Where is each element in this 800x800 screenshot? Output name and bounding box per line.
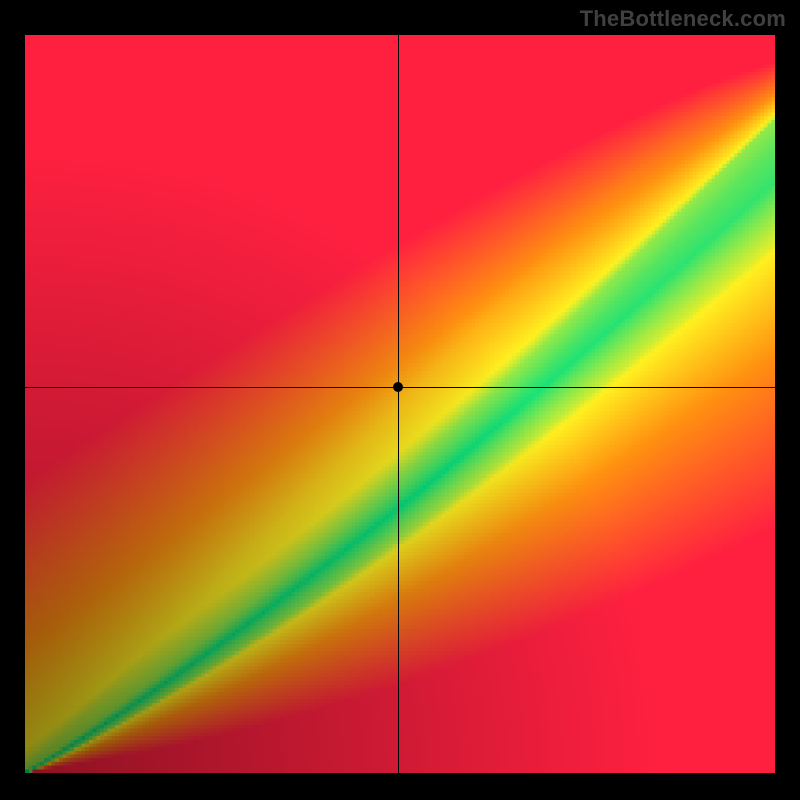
chart-frame: TheBottleneck.com — [0, 0, 800, 800]
crosshair-vertical — [398, 35, 399, 773]
watermark-text: TheBottleneck.com — [580, 6, 786, 32]
heatmap-canvas — [25, 35, 775, 773]
plot-area — [25, 35, 775, 773]
operating-point-marker — [393, 382, 403, 392]
